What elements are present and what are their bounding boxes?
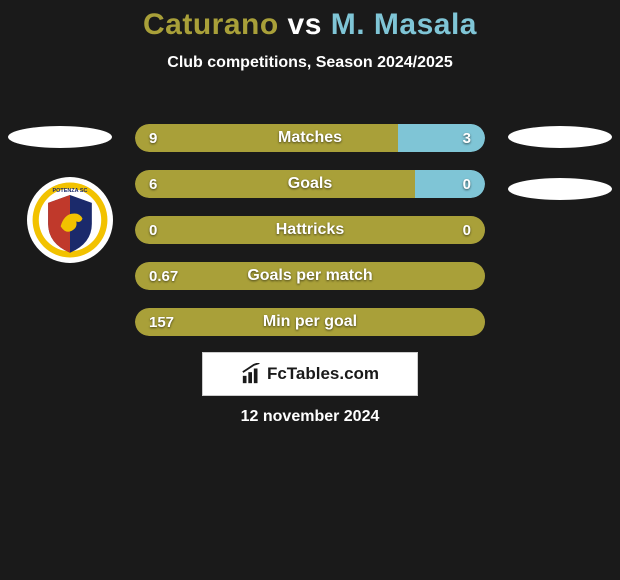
- date-text: 12 november 2024: [0, 408, 620, 426]
- branding-text: FcTables.com: [267, 364, 379, 384]
- stat-value-right: 0: [463, 170, 471, 198]
- comparison-chart: Matches93Goals60Hattricks00Goals per mat…: [135, 124, 485, 354]
- stat-row: Min per goal157: [135, 308, 485, 336]
- stat-label: Hattricks: [135, 216, 485, 244]
- stat-value-right: 0: [463, 216, 471, 244]
- stat-label: Goals per match: [135, 262, 485, 290]
- stat-label: Matches: [135, 124, 485, 152]
- stat-row: Goals6 0: [135, 170, 485, 198]
- subtitle: Club competitions, Season 2024/2025: [0, 54, 620, 72]
- stat-row: Goals per match0.67: [135, 262, 485, 290]
- club-crest: POTENZA SC: [27, 177, 113, 263]
- stat-row: Hattricks0 0: [135, 216, 485, 244]
- branding-badge: FcTables.com: [202, 352, 418, 396]
- decor-ellipse: [8, 126, 112, 148]
- stat-value-left: 9: [149, 124, 157, 152]
- player2-name: M. Masala: [331, 8, 477, 41]
- bar-chart-icon: [241, 363, 263, 385]
- stat-label: Min per goal: [135, 308, 485, 336]
- stat-label: Goals: [135, 170, 485, 198]
- player1-name: Caturano: [143, 8, 279, 41]
- page-title: Caturano vs M. Masala: [0, 8, 620, 42]
- stat-value-left: 157: [149, 308, 174, 336]
- stat-value-left: 0: [149, 216, 157, 244]
- stat-row: Matches9 3: [135, 124, 485, 152]
- vs-text: vs: [288, 8, 322, 41]
- decor-ellipse: [508, 126, 612, 148]
- decor-ellipse: [508, 178, 612, 200]
- svg-text:POTENZA SC: POTENZA SC: [53, 188, 88, 194]
- stat-value-right: 3: [463, 124, 471, 152]
- stat-value-left: 6: [149, 170, 157, 198]
- stat-value-left: 0.67: [149, 262, 178, 290]
